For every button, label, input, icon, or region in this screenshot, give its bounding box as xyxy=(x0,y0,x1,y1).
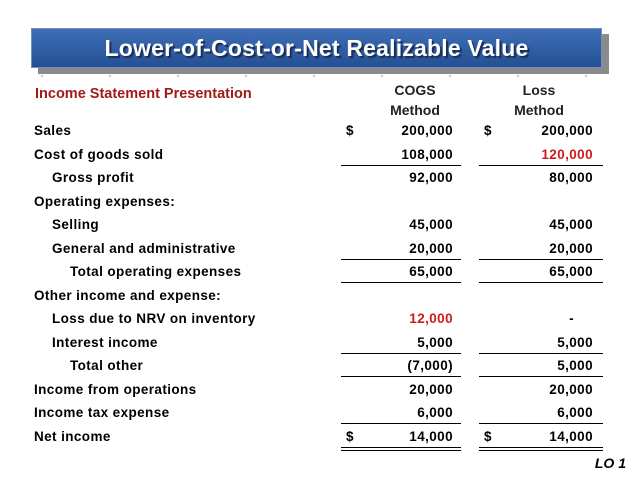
cogs-dollar-sign: $ xyxy=(346,123,354,138)
cogs-method-value: 5,000 xyxy=(417,335,453,350)
column-header-loss-line1: Loss xyxy=(522,82,556,98)
row-label: Gross profit xyxy=(52,170,135,185)
section-title: Income Statement Presentation xyxy=(35,86,252,102)
row-label: Loss due to NRV on inventory xyxy=(52,311,256,326)
cogs-method-value: 12,000 xyxy=(409,311,453,326)
loss-method-value: - xyxy=(569,311,574,326)
loss-method-value: 5,000 xyxy=(557,335,593,350)
loss-dollar-sign: $ xyxy=(484,123,492,138)
row-label: Income from operations xyxy=(34,382,197,397)
statement-row: Net income $14,000 $14,000 xyxy=(0,429,638,451)
statement-row: General and administrative 20,000 20,000 xyxy=(0,241,638,263)
statement-row: Total operating expenses 65,000 65,000 xyxy=(0,264,638,286)
cogs-method-value: 20,000 xyxy=(409,241,453,256)
statement-row: Gross profit 92,000 80,000 xyxy=(0,170,638,192)
total-underline xyxy=(341,353,461,354)
statement-row: Total other (7,000) 5,000 xyxy=(0,358,638,380)
double-underline xyxy=(341,450,461,451)
loss-method-value: 80,000 xyxy=(549,170,593,185)
total-underline xyxy=(479,259,603,260)
row-label: Total other xyxy=(70,358,144,373)
cogs-method-value: 45,000 xyxy=(409,217,453,232)
cogs-method-value: 200,000 xyxy=(401,123,453,138)
loss-method-value: 14,000 xyxy=(549,429,593,444)
column-header-loss-line2: Method xyxy=(514,102,564,118)
loss-dollar-sign: $ xyxy=(484,429,492,444)
page-title: Lower-of-Cost-or-Net Realizable Value xyxy=(104,34,529,61)
total-underline xyxy=(479,282,603,283)
row-label: Operating expenses: xyxy=(34,194,176,209)
title-banner: Lower-of-Cost-or-Net Realizable Value xyxy=(31,28,602,68)
loss-method-value: 65,000 xyxy=(549,264,593,279)
row-label: Income tax expense xyxy=(34,405,170,420)
column-header-cogs-line1: COGS xyxy=(394,82,436,98)
row-label: Sales xyxy=(34,123,72,138)
statement-row: Cost of goods sold 108,000 120,000 xyxy=(0,147,638,169)
cogs-method-value: 14,000 xyxy=(409,429,453,444)
row-label: Net income xyxy=(34,429,111,444)
total-underline xyxy=(341,259,461,260)
row-label: General and administrative xyxy=(52,241,236,256)
loss-method-value: 200,000 xyxy=(541,123,593,138)
row-label: Other income and expense: xyxy=(34,288,222,303)
column-header-cogs-line2: Method xyxy=(390,102,440,118)
cogs-method-value: 6,000 xyxy=(417,405,453,420)
total-underline xyxy=(479,423,603,424)
double-underline xyxy=(479,450,603,451)
total-underline xyxy=(479,353,603,354)
loss-method-value: 6,000 xyxy=(557,405,593,420)
total-underline xyxy=(341,376,461,377)
total-underline xyxy=(341,282,461,283)
statement-row: Income tax expense 6,000 6,000 xyxy=(0,405,638,427)
learning-objective-label: LO 1 xyxy=(594,455,626,471)
cogs-method-value: 65,000 xyxy=(409,264,453,279)
statement-row: Income from operations 20,000 20,000 xyxy=(0,382,638,404)
column-header-loss: Loss Method xyxy=(489,80,589,120)
column-header-cogs: COGS Method xyxy=(365,80,465,120)
statement-row: Operating expenses: xyxy=(0,194,638,216)
cogs-method-value: (7,000) xyxy=(407,358,453,373)
cogs-method-value: 108,000 xyxy=(401,147,453,162)
total-underline xyxy=(341,447,461,448)
statement-row: Loss due to NRV on inventory 12,000 - xyxy=(0,311,638,333)
cogs-method-value: 20,000 xyxy=(409,382,453,397)
loss-method-value: 20,000 xyxy=(549,382,593,397)
loss-method-value: 20,000 xyxy=(549,241,593,256)
row-label: Total operating expenses xyxy=(70,264,242,279)
row-label: Cost of goods sold xyxy=(34,147,164,162)
total-underline xyxy=(479,376,603,377)
statement-row: Selling 45,000 45,000 xyxy=(0,217,638,239)
total-underline xyxy=(479,165,603,166)
row-label: Interest income xyxy=(52,335,158,350)
total-underline xyxy=(341,165,461,166)
loss-method-value: 120,000 xyxy=(541,147,593,162)
total-underline xyxy=(341,423,461,424)
loss-method-value: 45,000 xyxy=(549,217,593,232)
dotted-divider xyxy=(0,74,638,78)
total-underline xyxy=(479,447,603,448)
cogs-dollar-sign: $ xyxy=(346,429,354,444)
statement-row: Other income and expense: xyxy=(0,288,638,310)
loss-method-value: 5,000 xyxy=(557,358,593,373)
row-label: Selling xyxy=(52,217,100,232)
statement-row: Sales $200,000 $200,000 xyxy=(0,123,638,145)
cogs-method-value: 92,000 xyxy=(409,170,453,185)
statement-row: Interest income 5,000 5,000 xyxy=(0,335,638,357)
